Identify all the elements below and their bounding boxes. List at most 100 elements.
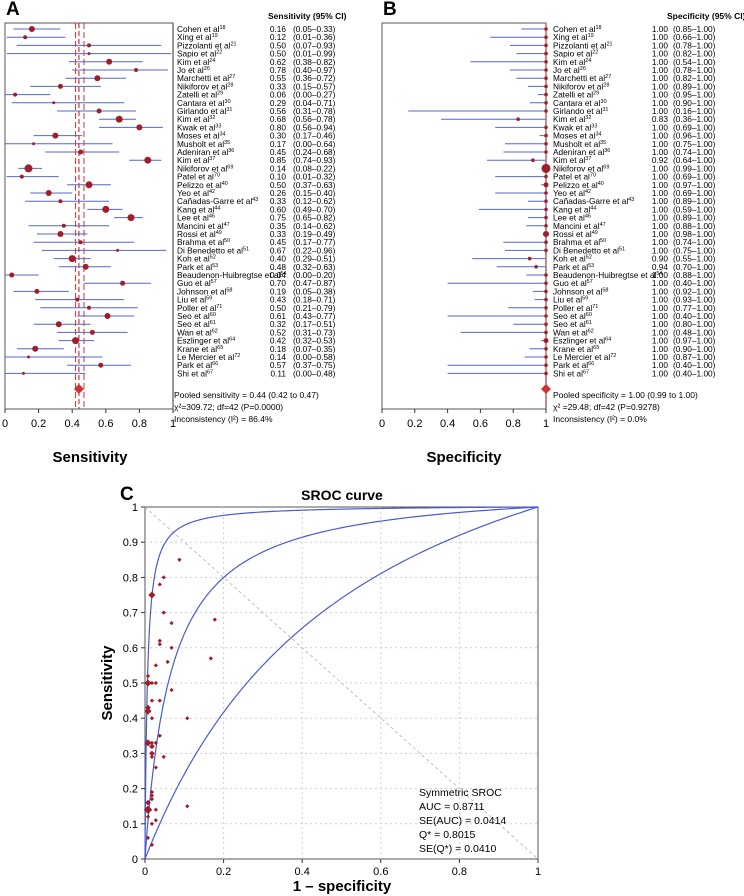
study-name: Wan et al bbox=[553, 327, 588, 337]
x-tick-label: 0.4 bbox=[65, 418, 80, 430]
study-ci: (0.43–0.77) bbox=[293, 311, 336, 321]
study-label: Le Mercier et al72 bbox=[177, 352, 240, 362]
study-name: Girlando et al bbox=[553, 106, 603, 116]
study-point bbox=[149, 793, 155, 798]
study-label: Sapio et al22 bbox=[177, 49, 222, 59]
study-reference: 30 bbox=[225, 99, 231, 105]
panel-c-label: C bbox=[120, 484, 134, 505]
study-estimate: 0.90 bbox=[652, 254, 669, 264]
study-name: Mancini et al bbox=[177, 221, 224, 231]
point-estimate bbox=[120, 280, 126, 286]
study-estimate: 0.50 bbox=[270, 40, 287, 50]
study-estimate: 0.70 bbox=[270, 278, 287, 288]
study-point bbox=[149, 716, 155, 721]
study-ci: (0.77–1.00) bbox=[673, 303, 716, 313]
point-estimate bbox=[544, 109, 548, 113]
study-estimate: 0.19 bbox=[270, 286, 287, 296]
study-point bbox=[169, 621, 174, 626]
study-estimate: 1.00 bbox=[652, 106, 669, 116]
study-ci: (0.98–1.00) bbox=[673, 229, 716, 239]
panel-c-stats-line: Symmetric SROC bbox=[419, 787, 502, 799]
x-tick-label: 0.6 bbox=[98, 418, 113, 430]
study-reference: 52 bbox=[210, 255, 216, 261]
study-name: Kwak et al bbox=[553, 122, 591, 132]
point-estimate bbox=[544, 35, 548, 39]
study-label: Nikiforov et al28 bbox=[553, 81, 609, 91]
study-label: Xing et al19 bbox=[553, 32, 594, 42]
x-tick-label: 0.4 bbox=[295, 866, 310, 878]
study-ci: (0.12–0.62) bbox=[293, 196, 336, 206]
study-reference: 30 bbox=[601, 99, 607, 105]
y-tick-label: 0.7 bbox=[123, 608, 138, 620]
study-reference: 69 bbox=[227, 164, 233, 170]
study-label: Beaudenon-Huibregtse et al54 bbox=[177, 270, 286, 280]
study-label: Cañadas-Garre et al43 bbox=[177, 196, 258, 206]
study-label: Zatelli et al29 bbox=[553, 90, 599, 100]
study-name: Nikiforov et al bbox=[553, 81, 603, 91]
study-reference: 24 bbox=[209, 58, 215, 64]
point-estimate bbox=[544, 68, 548, 72]
study-estimate: 1.00 bbox=[652, 122, 669, 132]
study-reference: 37 bbox=[209, 156, 215, 162]
study-name: Park et al bbox=[177, 360, 212, 370]
study-point bbox=[153, 740, 158, 745]
study-reference: 59 bbox=[206, 296, 212, 302]
study-reference: 42 bbox=[585, 189, 591, 195]
study-reference: 60 bbox=[210, 312, 216, 318]
study-ci: (0.18–0.71) bbox=[293, 295, 336, 305]
study-point bbox=[149, 797, 155, 802]
study-name: Kwak et al bbox=[177, 122, 215, 132]
point-estimate bbox=[544, 322, 548, 327]
study-estimate: 1.00 bbox=[652, 352, 669, 362]
panel-c-points bbox=[143, 557, 217, 848]
study-point bbox=[144, 679, 152, 687]
x-tick-label: 0.6 bbox=[473, 418, 488, 430]
study-estimate: 1.00 bbox=[652, 49, 669, 59]
study-point bbox=[149, 743, 155, 750]
point-estimate bbox=[544, 174, 548, 179]
study-name: Cantara et al bbox=[177, 98, 225, 108]
study-ci: (0.75–1.00) bbox=[673, 245, 716, 255]
study-ci: (0.40–1.00) bbox=[673, 360, 716, 370]
study-estimate: 0.26 bbox=[270, 188, 287, 198]
study-name: Di Benedetto et al bbox=[177, 245, 243, 255]
study-reference: 34 bbox=[219, 132, 225, 138]
panel-c-stats-line: SE(Q*) = 0.0410 bbox=[419, 843, 496, 855]
study-reference: 19 bbox=[212, 33, 218, 39]
study-reference: 62 bbox=[212, 328, 218, 334]
study-name: Kim et al bbox=[177, 114, 209, 124]
y-tick-label: 0.8 bbox=[123, 572, 138, 584]
study-label: Lee et al46 bbox=[177, 213, 215, 223]
study-reference: 28 bbox=[603, 82, 609, 88]
study-reference: 70 bbox=[214, 173, 220, 179]
x-tick-label: 1 bbox=[535, 866, 541, 878]
study-name: Xing et al bbox=[553, 32, 588, 42]
point-estimate bbox=[72, 337, 80, 345]
study-estimate: 0.50 bbox=[270, 303, 287, 313]
study-name: Lee et al bbox=[553, 213, 585, 223]
study-label: Patel et al70 bbox=[553, 172, 596, 182]
study-name: Seo et al bbox=[177, 319, 210, 329]
point-estimate bbox=[32, 142, 36, 146]
study-point bbox=[145, 673, 151, 679]
study-estimate: 1.00 bbox=[652, 311, 669, 321]
study-point bbox=[157, 638, 162, 643]
point-estimate bbox=[544, 314, 548, 318]
study-point bbox=[153, 818, 158, 823]
study-ci: (0.00–0.48) bbox=[293, 368, 336, 378]
study-estimate: 0.42 bbox=[270, 336, 287, 346]
study-label: Krane et al65 bbox=[553, 344, 599, 354]
study-point bbox=[157, 642, 162, 647]
study-name: Pelizzo et al bbox=[553, 180, 598, 190]
study-name: Shi et al bbox=[177, 368, 207, 378]
study-point bbox=[208, 656, 214, 661]
study-label: Musholt et al35 bbox=[177, 139, 230, 149]
study-reference: 53 bbox=[212, 263, 218, 269]
study-estimate: 0.55 bbox=[270, 73, 287, 83]
sroc-curve bbox=[144, 506, 539, 860]
study-estimate: 0.45 bbox=[270, 237, 287, 247]
point-estimate bbox=[544, 355, 548, 359]
study-estimate: 1.00 bbox=[652, 32, 669, 42]
study-ci: (0.97–1.00) bbox=[673, 180, 716, 190]
